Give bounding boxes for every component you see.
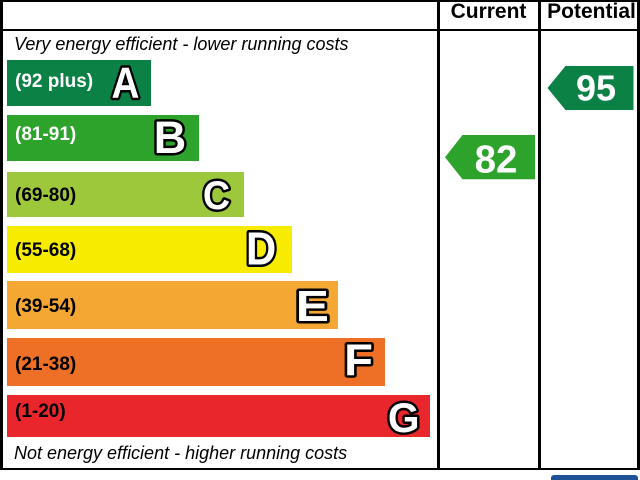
svg-text:A: A — [112, 58, 140, 107]
svg-text:E: E — [296, 282, 329, 331]
svg-text:C: C — [203, 174, 230, 218]
svg-text:D: D — [246, 224, 276, 275]
svg-text:95: 95 — [576, 68, 616, 109]
svg-text:G: G — [388, 394, 420, 441]
svg-text:82: 82 — [475, 138, 518, 181]
svg-text:B: B — [154, 112, 187, 163]
svg-text:F: F — [344, 335, 373, 385]
